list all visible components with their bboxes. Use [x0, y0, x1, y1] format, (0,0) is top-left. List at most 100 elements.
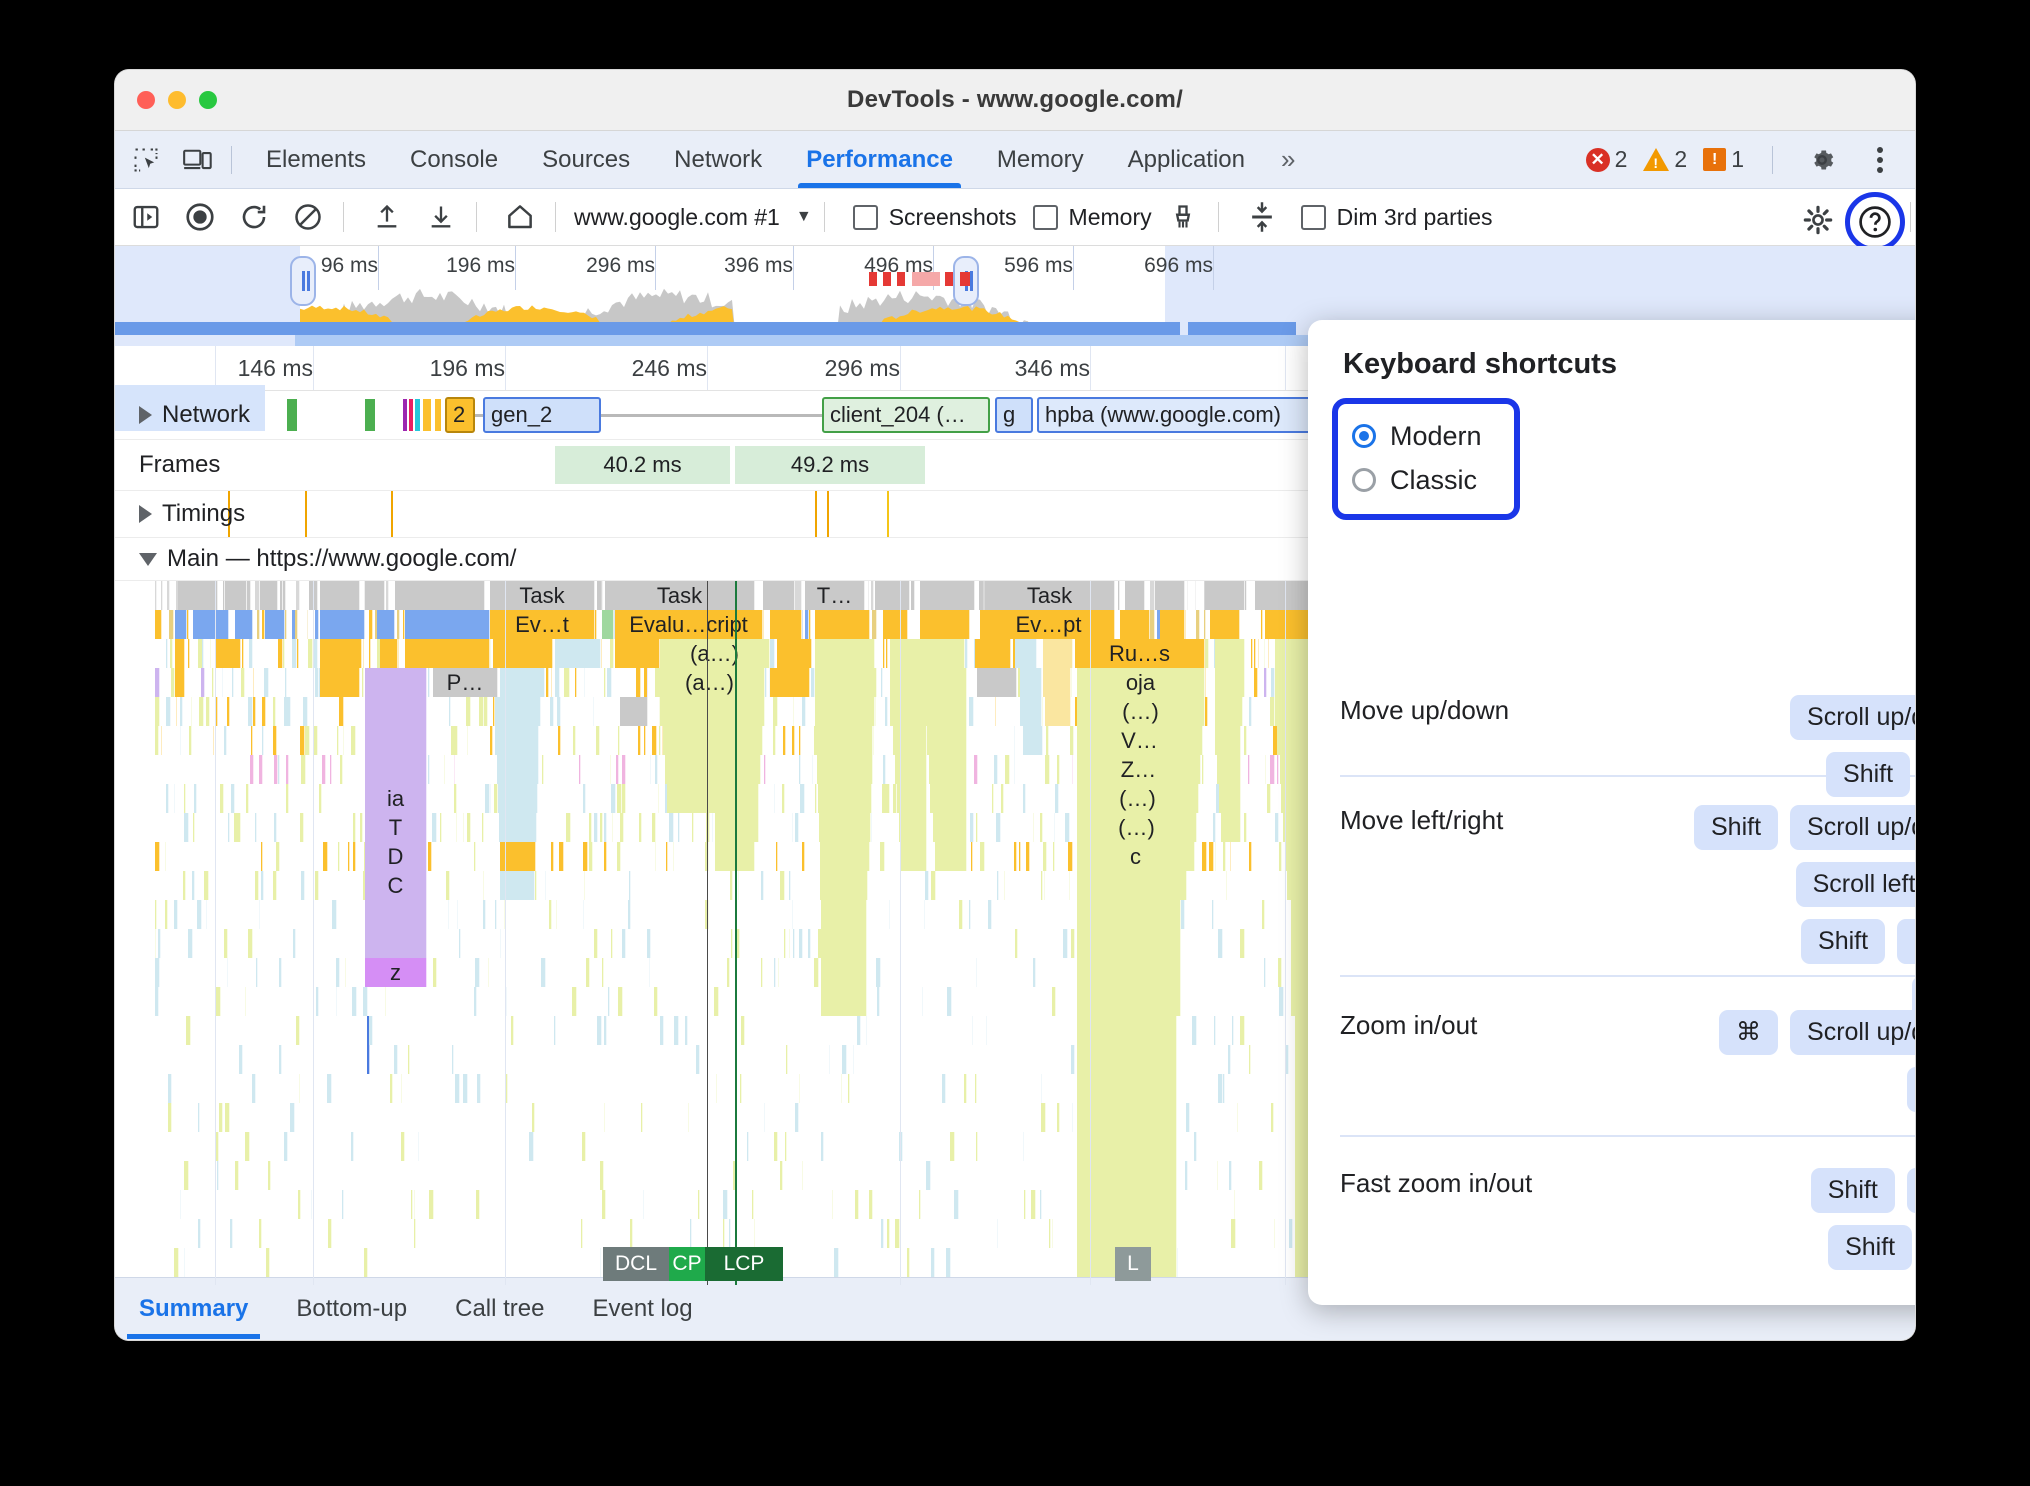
- flame-bar-noise[interactable]: [1187, 581, 1188, 610]
- flame-bar-noise[interactable]: [166, 697, 171, 726]
- flame-bar[interactable]: [320, 639, 362, 668]
- flame-bar-noise[interactable]: [262, 610, 265, 639]
- flame-bar-noise[interactable]: [158, 929, 161, 958]
- flame-bar-noise[interactable]: [268, 1161, 271, 1190]
- flame-bar[interactable]: z: [365, 958, 427, 987]
- timing-marker[interactable]: [391, 491, 393, 537]
- flame-bar[interactable]: [819, 813, 871, 842]
- flame-bar[interactable]: oja: [1077, 668, 1205, 697]
- flame-bar-noise[interactable]: [186, 1016, 191, 1045]
- tab-bottom-up[interactable]: Bottom-up: [296, 1295, 408, 1322]
- flame-bar[interactable]: [498, 784, 538, 813]
- flame-bar-noise[interactable]: [155, 929, 156, 958]
- flame-bar-noise[interactable]: [315, 610, 319, 639]
- flame-bar-noise[interactable]: [479, 697, 484, 726]
- flame-bar-noise[interactable]: [714, 987, 719, 1016]
- flame-bar-noise[interactable]: [612, 813, 613, 842]
- flame-bar-task[interactable]: [225, 581, 247, 610]
- flame-bar-noise[interactable]: [474, 987, 477, 1016]
- flame-bar-noise[interactable]: [1275, 813, 1279, 842]
- flame-bar-noise[interactable]: [1214, 1016, 1216, 1045]
- flame-bar[interactable]: [620, 697, 648, 726]
- flame-bar-noise[interactable]: [210, 639, 211, 668]
- flame-bar-noise[interactable]: [452, 1045, 454, 1074]
- flame-bar-noise[interactable]: [155, 987, 159, 1016]
- flame-bar-noise[interactable]: [428, 842, 432, 871]
- flame-bar-noise[interactable]: [964, 1074, 967, 1103]
- flame-bar-noise[interactable]: [1070, 726, 1074, 755]
- flame-bar-noise[interactable]: [180, 697, 183, 726]
- flame-bar-noise[interactable]: [551, 668, 552, 697]
- track-network-label[interactable]: Network: [139, 391, 250, 439]
- flame-bar[interactable]: [1077, 1016, 1177, 1045]
- flame-bar-noise[interactable]: [323, 842, 328, 871]
- maximize-window-button[interactable]: [199, 91, 217, 109]
- flame-bar-noise[interactable]: [1279, 987, 1284, 1016]
- flame-bar-noise[interactable]: [252, 1074, 256, 1103]
- flame-bar-noise[interactable]: [300, 813, 304, 842]
- flame-bar[interactable]: [815, 697, 875, 726]
- flame-bar-noise[interactable]: [1262, 900, 1265, 929]
- flame-bar-noise[interactable]: [167, 581, 170, 610]
- flame-bar[interactable]: [1045, 697, 1071, 726]
- flame-bar-noise[interactable]: [604, 842, 607, 871]
- flame-bar[interactable]: [920, 610, 970, 639]
- flame-bar-noise[interactable]: [348, 842, 350, 871]
- timeline-overview[interactable]: 96 ms 196 ms 296 ms 396 ms 496 ms 596 ms 696 m…: [115, 246, 1915, 346]
- flame-bar-noise[interactable]: [789, 929, 790, 958]
- flame-bar-noise[interactable]: [336, 958, 340, 987]
- flame-bar-noise[interactable]: [305, 726, 310, 755]
- network-request-chip[interactable]: g: [995, 397, 1033, 433]
- flame-bar-noise[interactable]: [610, 755, 611, 784]
- flame-bar-noise[interactable]: [353, 813, 356, 842]
- flame-bar[interactable]: Ev…pt: [983, 610, 1115, 639]
- flame-bar-noise[interactable]: [895, 1219, 900, 1248]
- flame-bar-noise[interactable]: [1258, 639, 1259, 668]
- flame-bar-noise[interactable]: [763, 668, 767, 697]
- timing-marker[interactable]: [887, 491, 889, 537]
- flame-bar-noise[interactable]: [363, 639, 364, 668]
- flame-bar-noise[interactable]: [747, 1132, 749, 1161]
- flame-bar-noise[interactable]: [1041, 1103, 1046, 1132]
- radio-modern[interactable]: Modern: [1352, 414, 1492, 458]
- flame-bar-noise[interactable]: [690, 1219, 692, 1248]
- flame-bar-noise[interactable]: [1270, 697, 1275, 726]
- flame-bar[interactable]: [615, 639, 660, 668]
- home-icon[interactable]: [497, 194, 543, 240]
- flame-bar-noise[interactable]: [246, 784, 249, 813]
- flame-bar-noise[interactable]: [812, 755, 813, 784]
- flame-bar-noise[interactable]: [972, 1016, 973, 1045]
- flame-bar-noise[interactable]: [255, 871, 259, 900]
- flame-bar-noise[interactable]: [401, 1132, 405, 1161]
- flame-bar-noise[interactable]: [279, 958, 282, 987]
- flame-bar-noise[interactable]: [495, 900, 497, 929]
- flame-bar-noise[interactable]: [1212, 900, 1214, 929]
- flame-bar-noise[interactable]: [1271, 1103, 1274, 1132]
- overview-left-handle[interactable]: [290, 256, 316, 306]
- flame-bar[interactable]: [320, 668, 360, 697]
- flame-bar-noise[interactable]: [216, 987, 221, 1016]
- flame-bar-noise[interactable]: [604, 1016, 607, 1045]
- flame-bar-noise[interactable]: [1246, 581, 1247, 610]
- flame-bar-noise[interactable]: [1274, 1219, 1275, 1248]
- flame-bar[interactable]: [1160, 610, 1185, 639]
- flame-bar-noise[interactable]: [1057, 755, 1060, 784]
- flame-bar-noise[interactable]: [1023, 784, 1026, 813]
- flame-bar-noise[interactable]: [969, 697, 974, 726]
- flame-bar-noise[interactable]: [418, 1132, 419, 1161]
- flame-bar-noise[interactable]: [216, 697, 218, 726]
- flame-bar-noise[interactable]: [607, 668, 612, 697]
- flame-bar[interactable]: [925, 668, 967, 697]
- flame-bar-noise[interactable]: [954, 1190, 959, 1219]
- tab-call-tree[interactable]: Call tree: [455, 1295, 545, 1322]
- flame-bar-noise[interactable]: [414, 1190, 415, 1219]
- flame-bar-noise[interactable]: [345, 958, 346, 987]
- flame-bar-noise[interactable]: [390, 1074, 393, 1103]
- flame-bar[interactable]: [818, 784, 872, 813]
- flame-bar-noise[interactable]: [394, 1045, 398, 1074]
- flame-bar-noise[interactable]: [463, 813, 464, 842]
- flame-bar[interactable]: [193, 610, 229, 639]
- flame-bar-noise[interactable]: [206, 697, 210, 726]
- flame-bar-noise[interactable]: [654, 987, 658, 1016]
- flame-bar-noise[interactable]: [245, 1132, 250, 1161]
